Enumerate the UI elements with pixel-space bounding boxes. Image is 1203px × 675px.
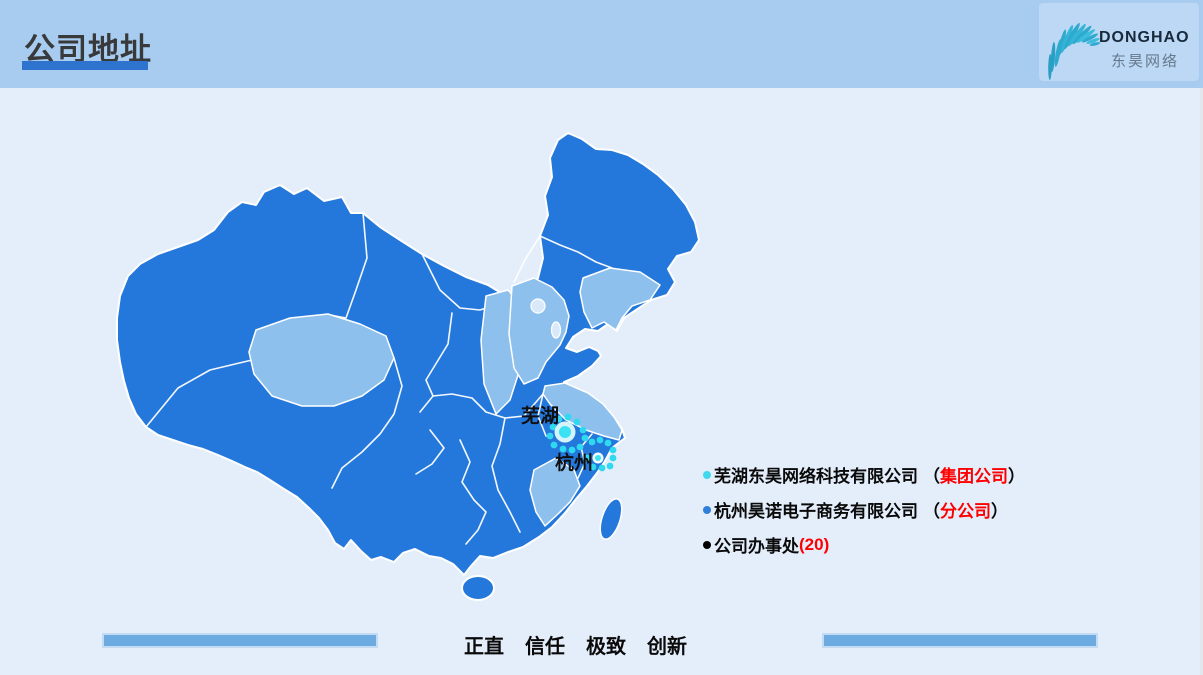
header-bar: 公司地址 DONGHAO: [0, 0, 1203, 88]
legend-name: 芜湖东昊网络科技有限公司: [714, 467, 918, 486]
footer-bar-left: [102, 633, 378, 648]
slide-edge: [1200, 88, 1203, 675]
map-label-wuhu: 芜湖: [521, 404, 559, 427]
logo-title: DONGHAO: [1099, 29, 1190, 46]
province-beijing: [530, 298, 546, 314]
legend-item-branch-company: 杭州昊诺电子商务有限公司 （ 分公司 ）: [703, 499, 1025, 521]
island-taiwan: [599, 498, 623, 540]
motto-word: 极致: [586, 636, 626, 658]
province-tianjin: [550, 321, 562, 339]
legend-item-group-company: 芜湖东昊网络科技有限公司 （ 集团公司 ）: [703, 464, 1025, 486]
legend-bullet-black: [703, 540, 711, 549]
province-liaoning: [579, 267, 661, 331]
province-fujian: [529, 457, 581, 527]
legend-item-offices: 公司办事处 (20): [703, 534, 1025, 556]
paren-open: （: [923, 467, 940, 486]
paren-close: ）: [1008, 467, 1025, 486]
logo-subtitle: 东昊网络: [1111, 53, 1180, 70]
legend-tag: 集团公司: [940, 467, 1008, 486]
logo: DONGHAO 东昊网络: [1039, 3, 1199, 81]
legend-tag: 分公司: [940, 502, 991, 521]
province-hebei: [508, 277, 570, 385]
motto-word: 正直: [464, 636, 504, 658]
legend-name: 杭州昊诺电子商务有限公司: [714, 502, 918, 521]
title-underline: [22, 61, 148, 70]
map-label-hangzhou: 杭州: [555, 451, 593, 474]
legend-bullet-blue: [703, 505, 711, 514]
province-jiangsu: [542, 382, 623, 441]
feather-icon: [1048, 22, 1101, 80]
motto: 正直 信任 极致 创新: [464, 630, 687, 659]
motto-word: 信任: [525, 636, 565, 658]
legend-tag: (20): [799, 534, 830, 554]
paren-open: （: [923, 502, 940, 521]
paren-close: ）: [991, 502, 1008, 521]
motto-word: 创新: [647, 636, 687, 658]
footer-bar-right: [822, 633, 1098, 648]
marker-hangzhou: [592, 452, 604, 464]
legend-name: 公司办事处: [714, 537, 799, 556]
marker-wuhu: [554, 421, 576, 443]
light-provinces: [248, 267, 661, 527]
island-hainan: [461, 575, 495, 601]
legend: 芜湖东昊网络科技有限公司 （ 集团公司 ） 杭州昊诺电子商务有限公司 （ 分公司…: [703, 464, 1025, 569]
legend-bullet-cyan: [703, 470, 711, 479]
office-dots: [546, 413, 617, 472]
province-qinghai: [248, 313, 395, 407]
